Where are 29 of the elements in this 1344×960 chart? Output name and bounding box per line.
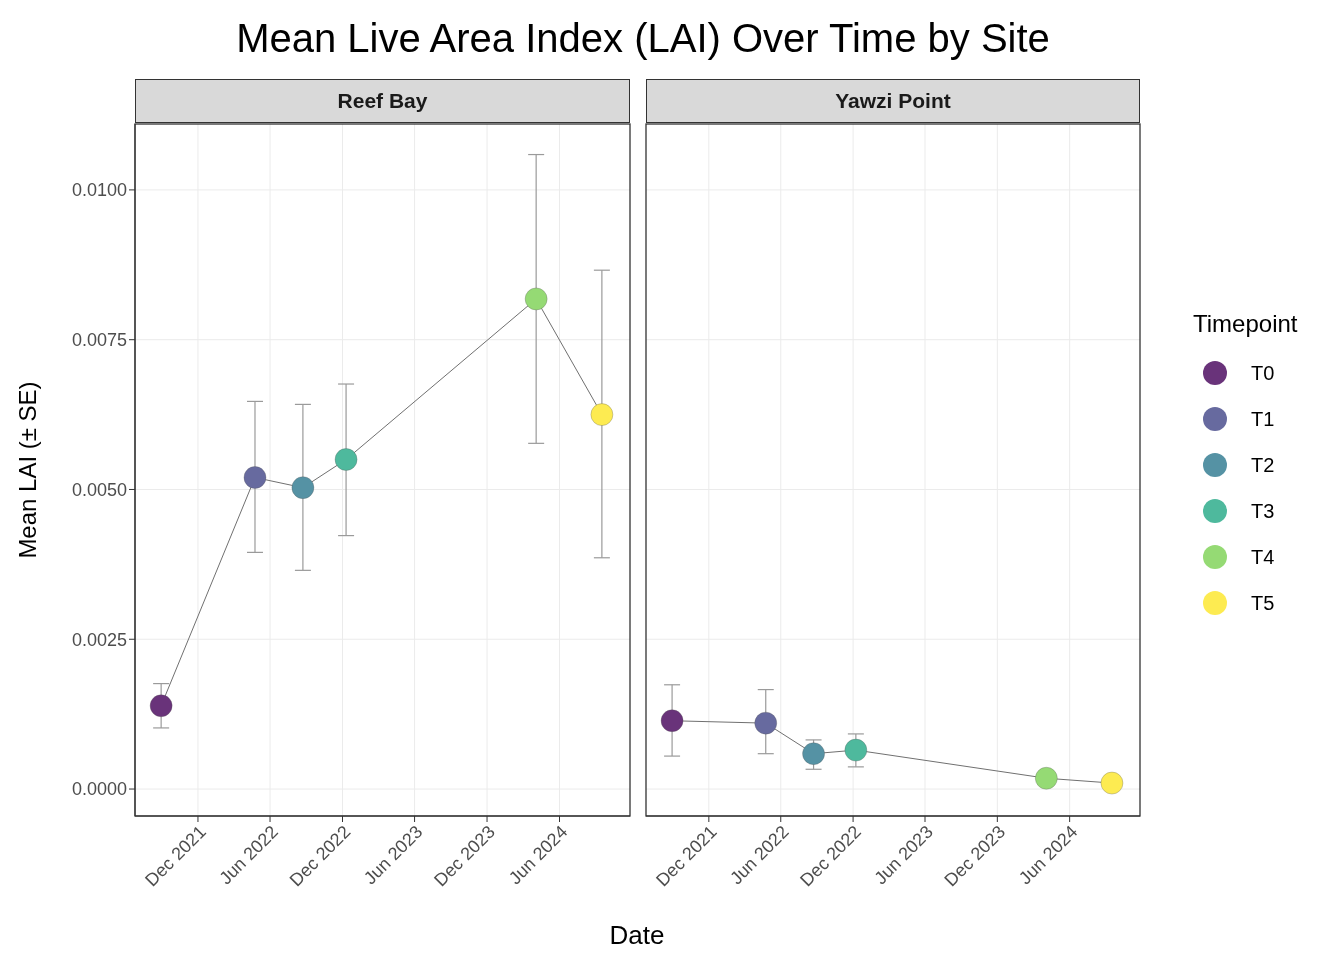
chart-subtitle: Reef Bay: [135, 79, 630, 123]
point: [524, 287, 548, 311]
point: [802, 742, 826, 766]
y-tick-label: 0.0075: [71, 330, 127, 351]
point: [243, 465, 267, 489]
legend-label: T3: [1251, 499, 1275, 523]
x-axis-title: Date: [609, 920, 665, 951]
point: [1034, 766, 1058, 790]
y-tick-label: 0.0050: [71, 479, 127, 500]
y-axis-title: Mean LAI (± SE): [14, 381, 42, 559]
legend-label: T2: [1251, 453, 1275, 477]
point: [844, 738, 868, 762]
point: [149, 694, 173, 718]
legend-label: T1: [1251, 407, 1275, 431]
point: [590, 403, 614, 427]
chart-title: Mean Live Area Index (LAI) Over Time by Site: [235, 16, 1051, 61]
legend-label: T5: [1251, 591, 1275, 615]
point: [1100, 771, 1124, 795]
legend-label: T0: [1251, 361, 1275, 385]
legend-title: Timepoint: [1193, 310, 1298, 338]
y-tick-label: 0.0000: [71, 779, 127, 800]
y-tick-label: 0.0025: [71, 629, 127, 650]
point: [291, 476, 315, 500]
y-tick-label: 0.0100: [71, 180, 127, 201]
chart-subtitle: Yawzi Point: [646, 79, 1140, 123]
legend-label: T4: [1251, 545, 1275, 569]
point: [334, 448, 358, 472]
point: [660, 709, 684, 733]
point: [754, 711, 778, 735]
